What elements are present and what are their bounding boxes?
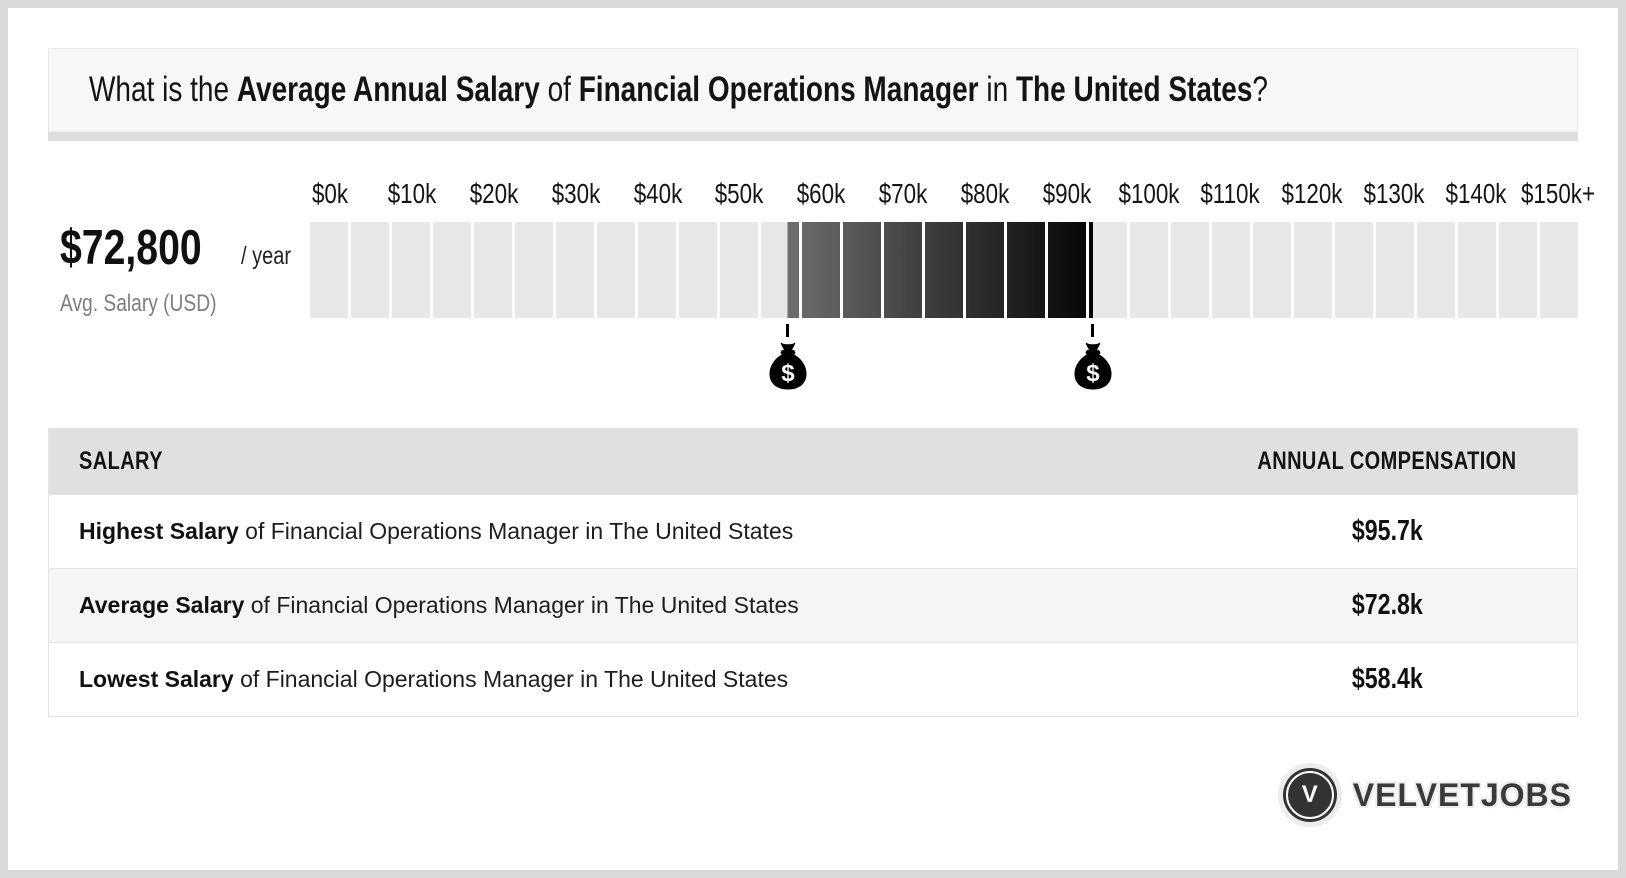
scale-cell <box>1291 222 1332 318</box>
axis-tick-label: $110k <box>1200 178 1260 209</box>
scale-cell <box>840 222 881 318</box>
scale-cell <box>676 222 717 318</box>
table-row: Highest Salary of Financial Operations M… <box>49 494 1577 568</box>
scale-cell <box>635 222 676 318</box>
lowest-tick-dash <box>786 324 790 337</box>
title-segment-bold: The United States <box>1015 70 1253 109</box>
scale-cell <box>1250 222 1291 318</box>
average-salary-value: $72,800 <box>60 221 202 275</box>
scale-cell <box>1004 222 1045 318</box>
scale-cell <box>553 222 594 318</box>
axis-tick-label: $70k <box>878 178 928 209</box>
axis-tick-label: $140k <box>1445 178 1507 209</box>
salary-table: SALARY ANNUAL COMPENSATION Highest Salar… <box>48 428 1578 717</box>
axis-tick-label: $50k <box>715 178 764 209</box>
title-segment-bold: Average Annual Salary <box>236 70 540 109</box>
title-segment: of <box>539 70 579 109</box>
axis-tick-label: $20k <box>469 178 519 209</box>
title-box: What is the Average Annual Salary of Fin… <box>48 48 1578 132</box>
axis-row: $0k $10k $20k $30k $40k $50k $60k $70k $80k $90k $… <box>310 172 1594 214</box>
money-bag-icon: $ <box>1074 342 1112 390</box>
salary-scale-chart: $72,800/ year Avg. Salary (USD) $0k $10k $… <box>48 172 1595 422</box>
row-label-bold: Lowest Salary <box>79 666 234 692</box>
axis-tick-label: $10k <box>387 178 437 209</box>
brand-name: VELVETJOBS <box>1352 776 1572 813</box>
scale-cell <box>881 222 922 318</box>
axis-tick-label: $80k <box>960 178 1010 209</box>
title-segment: in <box>978 70 1016 109</box>
scale-cell <box>1127 222 1168 318</box>
average-salary-caption: Avg. Salary (USD) <box>60 290 217 317</box>
scale-cell <box>1496 222 1537 318</box>
axis-tick-label: $120k <box>1281 178 1343 209</box>
scale-cell <box>922 222 963 318</box>
average-salary-block: $72,800 / year Avg. Salary (USD) <box>60 220 306 318</box>
scale-cell <box>717 222 758 318</box>
axis-tick-label: $30k <box>551 178 601 209</box>
scale-cell <box>758 222 799 318</box>
axis-tick-label: $90k <box>1042 178 1091 209</box>
dollar-symbol: $ <box>1086 360 1100 387</box>
scale-cell-separators <box>310 222 1578 318</box>
page-title: What is the Average Annual Salary of Fin… <box>89 70 1268 110</box>
scale-cell <box>348 222 389 318</box>
axis-tick-label: $0k <box>312 178 349 209</box>
scale-cell <box>1414 222 1455 318</box>
dollar-symbol: $ <box>781 360 795 387</box>
row-label: Highest Salary of Financial Operations M… <box>49 518 1197 545</box>
axis-tick-label: $40k <box>633 178 682 209</box>
row-label-rest: of Financial Operations Manager in The U… <box>233 666 789 692</box>
average-salary-period: / year <box>241 242 292 270</box>
scale-cell <box>1086 222 1127 318</box>
badge-letter: V <box>1301 781 1318 808</box>
row-label-rest: of Financial Operations Manager in The U… <box>244 592 799 618</box>
money-bag-icon: $ <box>769 342 807 390</box>
scale-cell <box>1537 222 1578 318</box>
scale-cell <box>430 222 471 318</box>
highest-tick-dash <box>1091 324 1095 337</box>
row-label: Average Salary of Financial Operations M… <box>49 592 1197 619</box>
salary-scale-bar: $ $ <box>310 222 1578 390</box>
title-segment: What is the <box>89 70 237 109</box>
axis-tick-label: $150k+ <box>1520 178 1595 209</box>
table-row: Lowest Salary of Financial Operations Ma… <box>49 642 1577 716</box>
title-segment: ? <box>1252 70 1268 109</box>
velvetjobs-badge-icon: V <box>1282 768 1337 822</box>
scale-cell <box>1332 222 1373 318</box>
compensation-column-header: ANNUAL COMPENSATION <box>1257 447 1517 475</box>
scale-cell <box>799 222 840 318</box>
scale-cell <box>594 222 635 318</box>
title-segment-bold: Financial Operations Manager <box>578 70 979 109</box>
row-value: $95.7k <box>1351 515 1423 547</box>
row-label-bold: Highest Salary <box>79 518 239 544</box>
row-value: $58.4k <box>1351 663 1423 695</box>
infographic-card: What is the Average Annual Salary of Fin… <box>8 8 1618 870</box>
scale-cell <box>1168 222 1209 318</box>
axis-tick-label: $130k <box>1363 178 1425 209</box>
table-row: Average Salary of Financial Operations M… <box>49 568 1577 642</box>
scale-cell <box>1455 222 1496 318</box>
row-label: Lowest Salary of Financial Operations Ma… <box>49 666 1197 693</box>
axis-tick-label: $60k <box>796 178 846 209</box>
row-label-bold: Average Salary <box>79 592 245 618</box>
row-label-rest: of Financial Operations Manager in The U… <box>238 518 794 544</box>
table-header-row: SALARY ANNUAL COMPENSATION <box>49 429 1577 494</box>
scale-cell <box>1373 222 1414 318</box>
salary-column-header: SALARY <box>79 447 163 475</box>
scale-cell <box>1209 222 1250 318</box>
axis-tick-label: $100k <box>1117 178 1180 209</box>
scale-cell <box>310 222 348 318</box>
scale-cell <box>512 222 553 318</box>
row-value: $72.8k <box>1351 589 1423 621</box>
scale-cell <box>471 222 512 318</box>
scale-cell <box>1045 222 1086 318</box>
brand-logo: V VELVETJOBS <box>1282 768 1572 822</box>
scale-cell <box>963 222 1004 318</box>
scale-area: $0k $10k $20k $30k $40k $50k $60k $70k $80k $90k $… <box>310 172 1595 390</box>
scale-cell <box>389 222 430 318</box>
